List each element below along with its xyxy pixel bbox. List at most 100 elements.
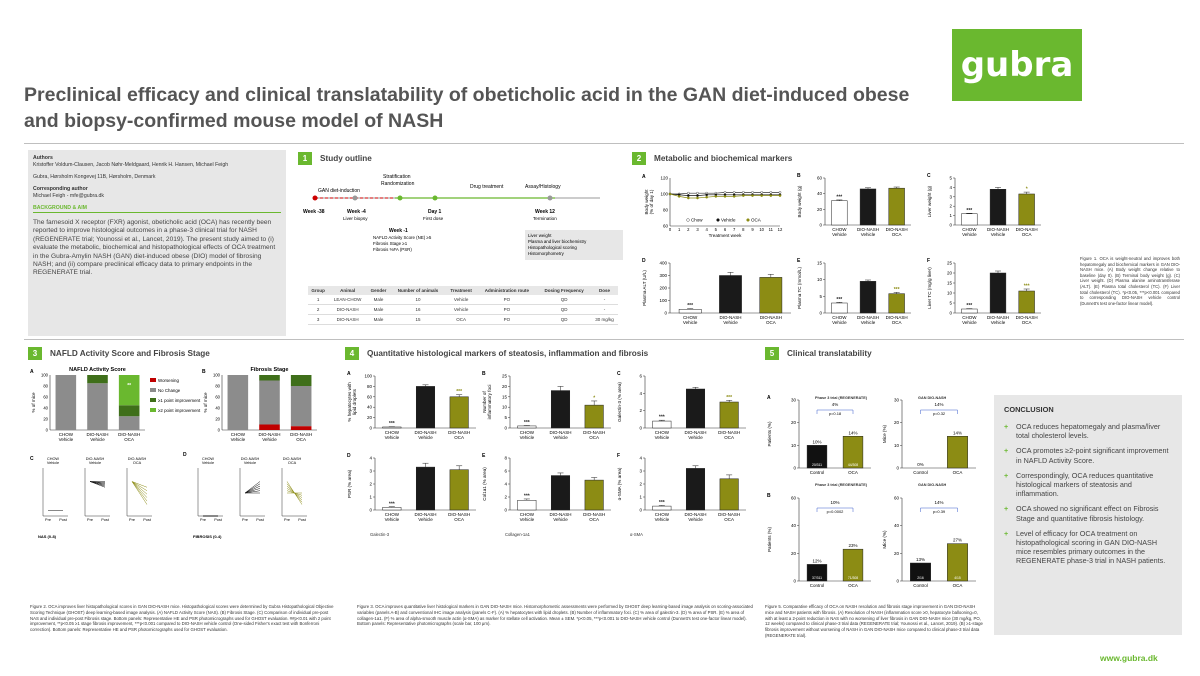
x-tick-label: CHOW — [683, 315, 698, 320]
tl-w12-list-1: Plasma and liver biochemistry — [528, 239, 587, 244]
y-tick-label: 8 — [504, 456, 507, 461]
bar — [584, 479, 604, 511]
legend-swatch — [150, 388, 156, 392]
legend-label: ≥1 point improvement — [158, 398, 201, 403]
legend-label: OCA — [751, 218, 761, 223]
y-tick-label: 40 — [215, 406, 220, 411]
data-point — [778, 194, 782, 197]
group-label: DIO-NASH — [128, 457, 147, 461]
table-cell: LEAN-CHOW — [328, 295, 367, 305]
conclusion-box: CONCLUSION OCA reduces hepatomegaly and … — [994, 395, 1182, 635]
asma-label: α-SMA — [630, 532, 643, 537]
bar-n-label: 4/15 — [954, 576, 961, 580]
section-3-header: 3 NAFLD Activity Score and Fibrosis Stag… — [28, 347, 210, 360]
x-tick-label: DIO-NASH — [290, 432, 312, 437]
x-tick-label: Vehicle — [683, 320, 698, 325]
y-tick-label: 5 — [949, 301, 952, 306]
group-label: DIO-NASH — [283, 457, 302, 461]
data-point — [760, 194, 763, 197]
bar — [806, 564, 828, 582]
x-tick-label: OCA — [724, 517, 734, 522]
conclusion-item: OCA reduces hepatomegaly and plasma/live… — [1004, 422, 1172, 440]
panel-title: NAFLD Activity Score — [69, 367, 126, 373]
x-tick-label: CHOW — [59, 432, 74, 437]
y-tick-label: 3 — [369, 469, 372, 474]
x-tick-label: Vehicle — [418, 517, 433, 522]
y-tick-label: 6 — [639, 374, 642, 379]
individual-line — [131, 481, 148, 491]
section-1-header: 1 Study outline — [298, 152, 372, 165]
x-tick-label: DIO-NASH — [719, 315, 741, 320]
y-axis-label: % of mice — [203, 392, 208, 413]
x-tick-label: 10 — [759, 227, 764, 232]
stacked-segment — [290, 386, 312, 427]
section-title: Clinical translatability — [787, 349, 872, 358]
bar-value-label: 10% — [812, 439, 821, 444]
x-tick-label: 4 — [705, 227, 708, 232]
bar — [449, 469, 469, 511]
x-tick-label: DIO-NASH — [886, 315, 908, 320]
website-link[interactable]: www.gubra.dk — [1100, 653, 1158, 663]
y-tick-label: 30 — [791, 398, 797, 403]
y-tick-label: 10 — [502, 405, 508, 410]
y-axis-label: PSR (% area) — [347, 469, 352, 498]
p-value: p=0.39 — [933, 509, 946, 514]
x-tick-label: CHOW — [655, 430, 670, 435]
data-point — [723, 191, 727, 194]
y-tick-label: 1 — [949, 213, 952, 218]
y-tick-label: 15 — [947, 281, 953, 286]
bar — [1018, 290, 1035, 314]
tl-w1-list-0: NAFLD Activity Score (NE) ≥5 — [373, 235, 432, 240]
bar — [382, 507, 402, 511]
data-point — [769, 194, 773, 197]
y-tick-label: 100 — [659, 298, 667, 303]
x-tick-label: Vehicle — [723, 320, 738, 325]
table-cell: PO — [476, 304, 538, 315]
y-tick-label: 0 — [793, 579, 796, 584]
fig3B-bar-chart: 0 5 10 15 20 25 Number of inflammatory foci *** C… — [482, 371, 611, 440]
individual-line — [286, 481, 303, 505]
y-tick-label: 0 — [819, 311, 822, 316]
data-point — [742, 194, 745, 197]
y-tick-label: 0 — [46, 428, 49, 433]
bar — [806, 445, 828, 469]
x-tick-label: OCA — [296, 437, 306, 442]
fig5-caption: Figure 5. Comparative efficacy of OCA on… — [765, 604, 983, 638]
authors-heading: Authors — [33, 155, 53, 161]
x-tick-label: Vehicle — [861, 320, 876, 325]
x-tick-label: Pre — [242, 518, 248, 522]
background-text: The farnesoid X receptor (FXR) agonist, … — [33, 219, 276, 277]
y-axis-label: (% of day 1) — [649, 189, 654, 214]
legend-label: Worsening — [158, 378, 179, 383]
individual-line — [89, 481, 106, 488]
bar — [961, 308, 978, 314]
galectin-label: Galectin-3 — [370, 532, 390, 537]
x-tick-label: OCA — [953, 470, 963, 475]
y-axis-label: % of mice — [31, 392, 36, 413]
stacked-segment — [118, 405, 140, 417]
x-tick-label: Vehicle — [962, 232, 977, 237]
diff-label: 10% — [830, 500, 839, 505]
x-tick-label: DIO-NASH — [448, 512, 470, 517]
y-tick-label: 40 — [791, 523, 797, 528]
legend-label: Chow — [691, 218, 703, 223]
legend-label: Vehicle — [721, 218, 736, 223]
group-label: DIO-NASH — [86, 457, 105, 461]
conclusion-item: Correspondingly, OCA reduces quantitativ… — [1004, 471, 1172, 499]
x-tick-label: DIO-NASH — [549, 430, 571, 435]
significance-star: *** — [836, 194, 842, 200]
section-5-header: 5 Clinical translatability — [765, 347, 872, 360]
x-tick-label: Pre — [284, 518, 290, 522]
table-row: 2 DIO-NASH Male 16 Vehicle PO QD - — [308, 304, 618, 315]
x-tick-label: DIO-NASH — [718, 430, 740, 435]
conclusion-heading: CONCLUSION — [1004, 405, 1054, 414]
y-axis-label: Plasma ALT (U/L) — [642, 270, 647, 306]
x-tick-label: 11 — [769, 227, 774, 232]
x-tick-label: DIO-NASH — [718, 512, 740, 517]
section-title: Metabolic and biochemical markers — [654, 154, 793, 163]
x-tick-label: 6 — [724, 227, 727, 232]
panel-letter: D — [347, 453, 351, 459]
